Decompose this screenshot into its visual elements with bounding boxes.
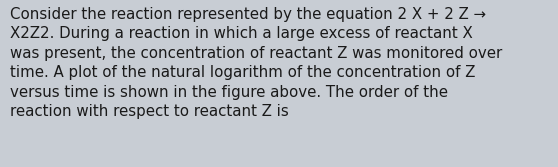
Text: Consider the reaction represented by the equation 2 X + 2 Z →
X2Z2. During a rea: Consider the reaction represented by the…	[10, 7, 502, 119]
